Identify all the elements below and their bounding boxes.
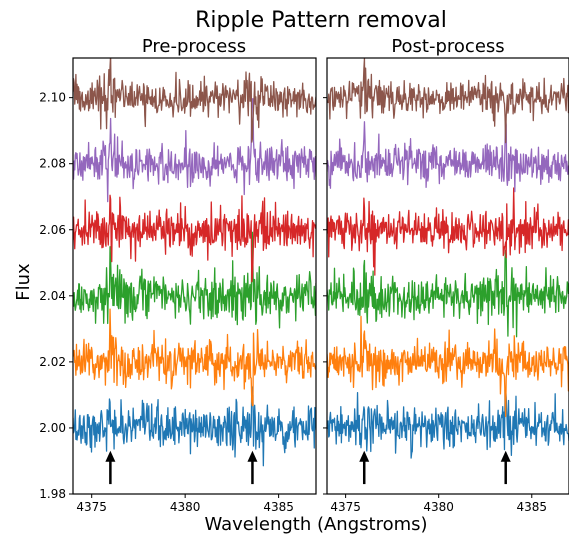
x-tick-label: 4375 bbox=[330, 500, 361, 514]
y-tick-label: 2.02 bbox=[39, 355, 66, 369]
x-tick-label: 4385 bbox=[516, 500, 547, 514]
y-tick-label: 2.06 bbox=[39, 223, 66, 237]
panel-pre-process: 4375 4380 4385 1.98 2.00 2.02 2.04 2.06 2.08 2.10 bbox=[39, 57, 317, 514]
arrow-marker bbox=[105, 450, 116, 485]
arrow-marker bbox=[500, 450, 511, 485]
x-tick-label: 4375 bbox=[76, 500, 107, 514]
series-line-6 bbox=[73, 58, 316, 143]
figure-title: Ripple Pattern removal bbox=[195, 8, 447, 33]
series-group bbox=[327, 58, 569, 459]
series-line-5 bbox=[327, 118, 569, 193]
x-tick-label: 4380 bbox=[170, 500, 201, 514]
series-line-2 bbox=[73, 308, 316, 407]
series-line-4 bbox=[73, 194, 316, 283]
arrow-marker bbox=[247, 450, 258, 485]
series-line-1 bbox=[327, 388, 569, 459]
arrow-head bbox=[105, 450, 116, 462]
x-tick-label: 4385 bbox=[263, 500, 294, 514]
axes-frame bbox=[72, 57, 317, 495]
y-tick-label: 2.08 bbox=[39, 157, 66, 171]
y-tick-label: 2.04 bbox=[39, 289, 66, 303]
y-axis-label: Flux bbox=[13, 263, 34, 301]
axes-frame bbox=[326, 57, 569, 495]
series-group bbox=[73, 58, 316, 467]
y-tick-label: 1.98 bbox=[39, 487, 66, 501]
arrow-marker bbox=[359, 450, 370, 485]
panel-title-pre: Pre-process bbox=[142, 36, 246, 57]
panel-title-post: Post-process bbox=[391, 36, 504, 57]
series-line-3 bbox=[73, 231, 316, 329]
arrow-head bbox=[359, 450, 370, 462]
series-line-2 bbox=[327, 315, 569, 418]
series-line-6 bbox=[327, 58, 569, 144]
series-line-3 bbox=[327, 249, 569, 338]
arrow-head bbox=[247, 450, 258, 462]
series-line-4 bbox=[327, 187, 569, 276]
series-line-1 bbox=[73, 386, 316, 467]
x-tick-label: 4380 bbox=[423, 500, 454, 514]
y-tick-label: 2.00 bbox=[39, 421, 66, 435]
plot-area: 4375 4380 4385 1.98 2.00 2.02 2.04 2.06 2.08 2.10… bbox=[39, 57, 569, 514]
x-axis-label: Wavelength (Angstroms) bbox=[204, 514, 427, 535]
arrow-head bbox=[500, 450, 511, 462]
series-line-5 bbox=[73, 97, 316, 203]
y-tick-label: 2.10 bbox=[39, 91, 66, 105]
panel-post-process: 4375 4380 4385 bbox=[323, 57, 569, 514]
